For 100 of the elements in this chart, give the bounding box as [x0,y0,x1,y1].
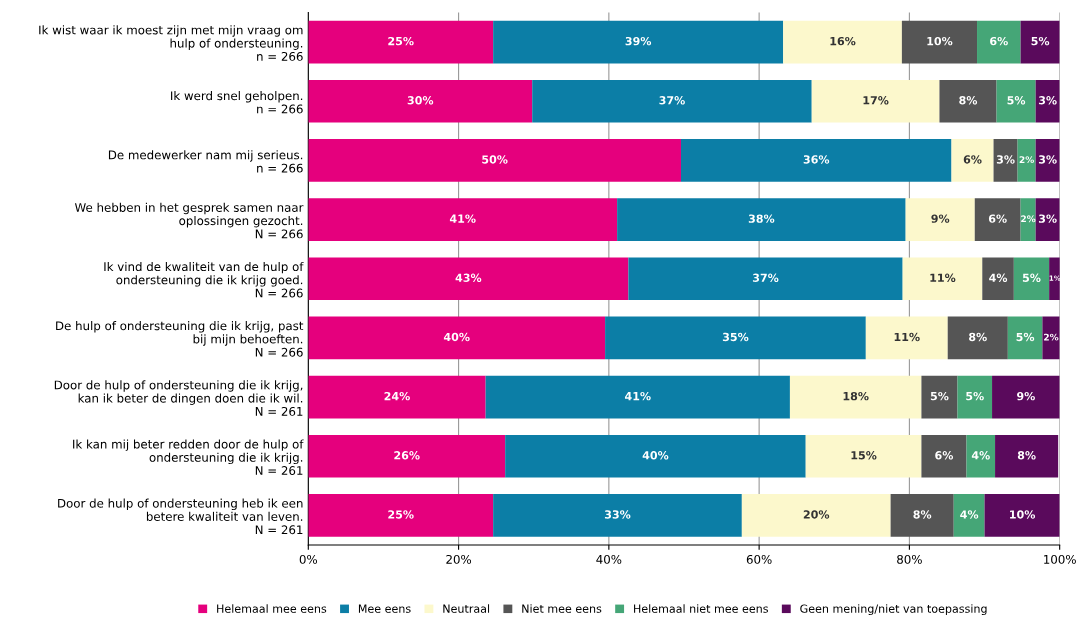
data-label: 5% [1007,96,1026,105]
bar [939,79,997,123]
y-tick-label: Ik vind de kwaliteit van de hulp of ondersteuning die ik krijg goed. N = 266 [104,261,304,298]
data-label: 15% [851,451,877,460]
bar [308,198,618,241]
data-label: 3% [1038,155,1057,164]
bar [617,198,906,241]
data-label: 40% [642,451,669,460]
x-tick-label: 20% [446,554,472,564]
data-label: 3% [1038,96,1057,105]
data-label: 5% [1031,36,1050,46]
bar [995,434,1059,478]
y-tick-label: Door de hulp of ondersteuning heb ik een betere kwaliteit van leven. N = 261 [58,498,303,535]
data-label: 4% [989,273,1008,282]
bar [532,79,812,123]
y-tick-label: De hulp of ondersteuning die ik krijg, past bij mijn behoeften. N = 266 [56,321,304,357]
bar [996,79,1036,123]
data-label: 30% [407,96,434,105]
data-label: 8% [959,96,978,105]
bar [1017,139,1036,182]
data-label: 5% [1022,273,1041,282]
bar [680,139,952,182]
legend-label: Helemaal mee eens [217,604,327,613]
data-label: 4% [971,451,990,460]
data-label: 36% [803,155,830,164]
data-label: 5% [930,391,949,401]
data-label: 9% [931,214,950,223]
bar [1007,316,1043,360]
bar [308,316,606,360]
data-label: 50% [482,155,508,164]
data-label: 11% [894,332,920,342]
data-label: 10% [1010,510,1036,519]
bar [993,139,1018,182]
data-label: 6% [988,214,1007,223]
legend-label: Mee eens [358,604,411,613]
data-label: 18% [843,391,869,401]
x-tick-label: 40% [596,554,622,564]
data-label: 33% [604,510,631,519]
data-label: 5% [966,391,984,401]
data-label: 25% [388,36,414,46]
data-label: 2% [1021,215,1036,223]
bar [783,20,902,64]
bar [308,257,629,301]
bar [308,139,681,182]
data-label: 39% [625,36,652,46]
bar [890,494,954,537]
data-label: 43% [455,273,482,282]
legend-label: Geen mening/niet van toepassing [800,604,987,615]
data-label: 17% [863,96,889,105]
data-label: 16% [830,36,856,46]
bar [741,494,891,537]
data-label: 37% [659,96,685,105]
data-label: 10% [927,36,953,46]
bar [1020,20,1060,64]
data-label: 41% [624,391,651,401]
data-label: 9% [1017,391,1035,401]
bar [1042,316,1060,360]
bar [505,434,806,478]
bar [493,494,742,537]
data-label: 6% [935,451,954,460]
y-tick-label: We hebben in het gesprek samen naar oplossingen gezocht. N = 266 [74,202,304,239]
data-label: 8% [969,332,987,342]
data-label: 11% [930,273,956,282]
x-tick-label: 0% [299,554,318,564]
bar [984,494,1060,537]
bar [951,139,994,182]
x-tick-label: 80% [897,554,922,564]
bar [921,375,958,419]
data-label: 26% [394,451,420,460]
bar [902,257,983,301]
data-label: 5% [1016,332,1035,342]
bar [485,375,790,419]
bar [1013,257,1050,301]
x-tick-label: 100% [1044,554,1076,564]
bar [628,257,903,301]
bar [992,375,1060,419]
data-label: 38% [748,214,775,223]
bar [1020,198,1036,241]
data-label: 41% [449,214,476,223]
data-label: 35% [722,332,749,342]
bar [953,494,985,537]
bar [1035,139,1060,182]
bar [865,316,948,360]
bar [977,20,1021,64]
bar [901,20,978,64]
bar [974,198,1021,241]
data-label: 3% [1038,214,1057,223]
data-label: 25% [388,510,414,519]
data-label: 2% [1044,333,1059,341]
bar [905,198,975,241]
bar [789,375,922,419]
bar [1035,198,1060,241]
bar [605,316,866,360]
x-tick-label: 60% [746,554,772,564]
data-label: 8% [913,510,932,519]
y-tick-label: De medewerker nam mij serieus. n = 266 [108,150,303,173]
bar [957,375,993,419]
y-tick-label: Ik wist waar ik moest zijn met mijn vraag om hulp of ondersteuning. n = 266 [39,25,303,61]
bar [811,79,940,123]
bar [308,79,533,123]
